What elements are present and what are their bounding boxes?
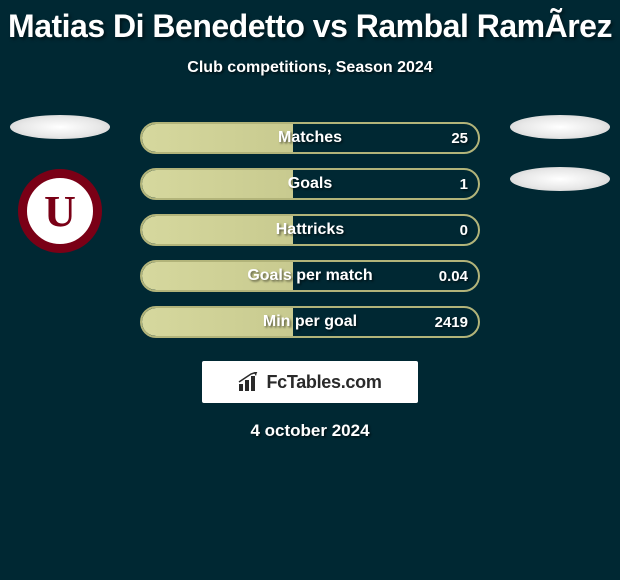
brand-text: FcTables.com xyxy=(266,372,381,393)
brand-badge: FcTables.com xyxy=(202,361,418,403)
stat-bar: Hattricks0 xyxy=(140,214,480,246)
stat-value: 25 xyxy=(451,130,468,147)
stat-bar: Goals per match0.04 xyxy=(140,260,480,292)
stat-bar-fill xyxy=(142,124,293,152)
date-label: 4 october 2024 xyxy=(0,421,620,441)
stat-row: Matches25 xyxy=(0,115,620,161)
stat-row: Hattricks0 xyxy=(0,207,620,253)
stat-row: Min per goal2419 xyxy=(0,299,620,345)
stat-bar-fill xyxy=(142,170,293,198)
stat-value: 2419 xyxy=(435,314,468,331)
stat-bar: Min per goal2419 xyxy=(140,306,480,338)
stat-value: 0.04 xyxy=(439,268,468,285)
stat-value: 0 xyxy=(460,222,468,239)
stat-bar-fill xyxy=(142,262,293,290)
stat-row: Goals1 xyxy=(0,161,620,207)
stat-bar: Goals1 xyxy=(140,168,480,200)
chart-icon xyxy=(238,372,262,392)
stat-bar: Matches25 xyxy=(140,122,480,154)
stat-bar-fill xyxy=(142,216,293,244)
comparison-area: U Matches25Goals1Hattricks0Goals per mat… xyxy=(0,115,620,441)
subtitle: Club competitions, Season 2024 xyxy=(0,59,620,77)
page-title: Matias Di Benedetto vs Rambal RamÃ­rez xyxy=(0,0,620,45)
stat-bar-fill xyxy=(142,308,293,336)
stat-rows: Matches25 Goals1 Hattricks0 Goals per match… xyxy=(0,115,620,345)
stat-row: Goals per match0.04 xyxy=(0,253,620,299)
stat-value: 1 xyxy=(460,176,468,193)
